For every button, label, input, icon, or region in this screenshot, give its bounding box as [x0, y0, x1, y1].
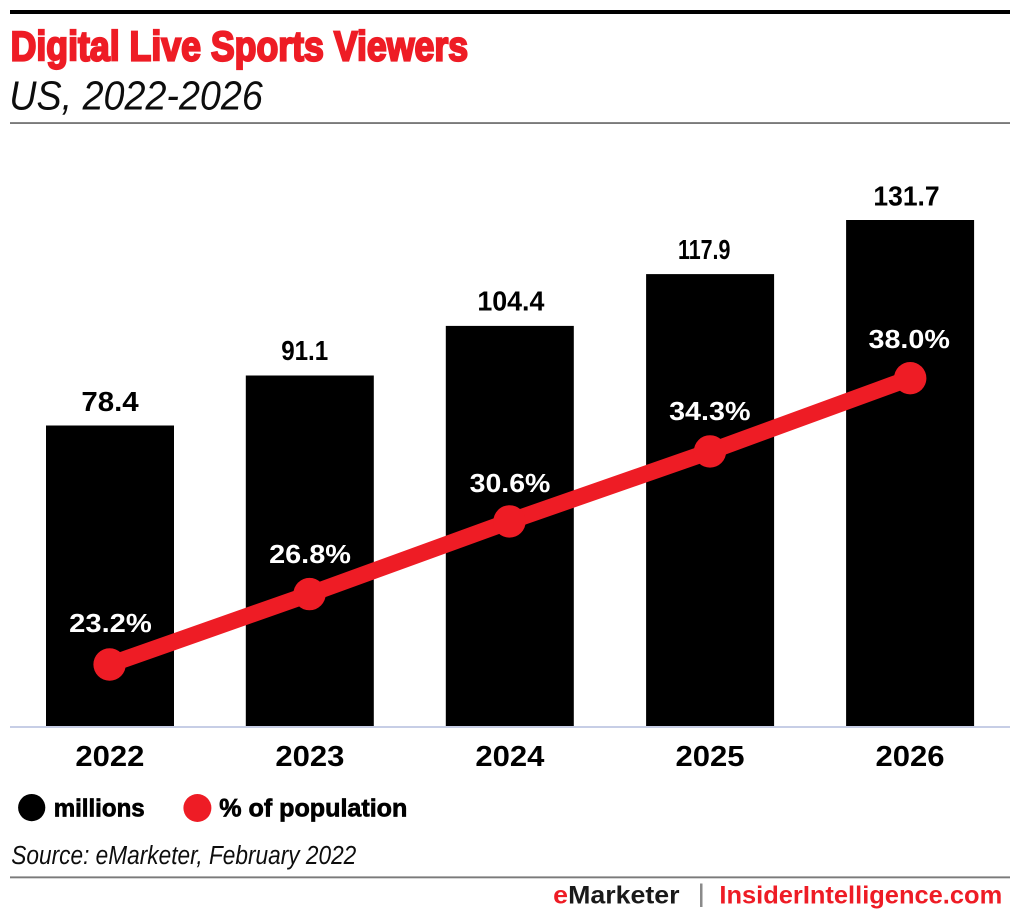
svg-text:Digital Live Sports Viewers: Digital Live Sports Viewers — [11, 23, 469, 70]
svg-text:2023: 2023 — [275, 741, 344, 773]
svg-text:23.2%: 23.2% — [69, 610, 152, 638]
svg-text:2022: 2022 — [75, 741, 144, 773]
svg-text:millions: millions — [54, 795, 145, 822]
svg-text:78.4: 78.4 — [81, 386, 139, 417]
svg-text:38.0%: 38.0% — [869, 326, 951, 354]
svg-text:26.8%: 26.8% — [269, 541, 351, 569]
svg-text:2024: 2024 — [475, 741, 544, 773]
svg-text:2026: 2026 — [876, 741, 945, 773]
svg-text:InsiderIntelligence.com: InsiderIntelligence.com — [719, 883, 1002, 910]
svg-text:US, 2022-2026: US, 2022-2026 — [9, 72, 263, 118]
svg-text:104.4: 104.4 — [477, 285, 544, 316]
svg-text:131.7: 131.7 — [873, 181, 939, 212]
svg-text:117.9: 117.9 — [678, 234, 730, 265]
svg-text:34.3%: 34.3% — [669, 398, 751, 426]
svg-text:Source: eMarketer, February 20: Source: eMarketer, February 2022 — [11, 840, 356, 870]
svg-text:2025: 2025 — [676, 741, 745, 773]
svg-text:30.6%: 30.6% — [470, 470, 551, 498]
svg-text:% of population: % of population — [219, 795, 407, 822]
svg-text:eMarketer: eMarketer — [553, 883, 680, 910]
svg-text:91.1: 91.1 — [281, 335, 328, 366]
